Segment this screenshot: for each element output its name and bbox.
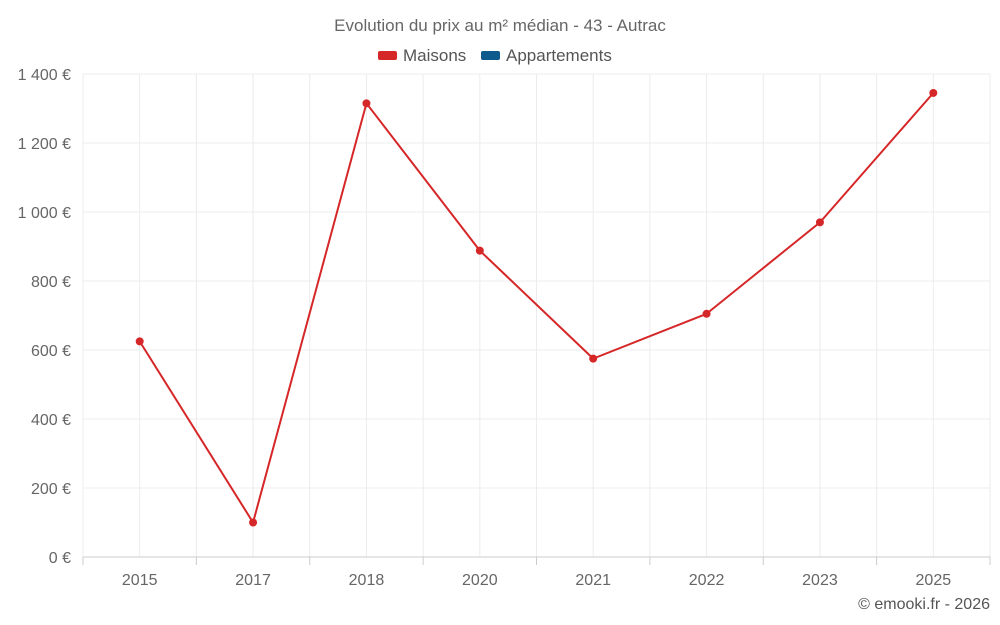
legend-label-maisons: Maisons: [403, 46, 466, 65]
legend: Maisons Appartements: [378, 46, 612, 65]
data-point-maisons[interactable]: [589, 354, 598, 363]
x-tick-label: 2023: [802, 572, 838, 589]
y-tick-label: 1 400 €: [18, 67, 71, 84]
axes: [82, 556, 991, 565]
y-tick-label: 200 €: [31, 481, 71, 498]
x-tick-label: 2022: [689, 572, 725, 589]
data-point-maisons[interactable]: [929, 88, 938, 97]
legend-label-appartements: Appartements: [506, 46, 612, 65]
data-point-maisons[interactable]: [815, 218, 824, 227]
legend-swatch-appartements: [481, 51, 500, 60]
y-tick-label: 600 €: [31, 343, 71, 360]
data-point-maisons[interactable]: [362, 99, 371, 108]
series-line-maisons: [138, 92, 935, 524]
y-tick-label: 1 200 €: [18, 136, 71, 153]
x-tick-label: 2021: [575, 572, 611, 589]
x-tick-label: 2020: [462, 572, 498, 589]
data-point-maisons[interactable]: [135, 337, 144, 346]
x-axis-ticks: 2015 2017 2018 2020 2021 2022 2023 2025: [122, 572, 951, 589]
data-point-maisons[interactable]: [475, 246, 484, 255]
series-maisons: [135, 88, 938, 527]
x-tick-label: 2017: [235, 572, 271, 589]
x-tick-label: 2018: [349, 572, 385, 589]
chart-title: Evolution du prix au m² médian - 43 - Au…: [334, 16, 666, 35]
x-tick-label: 2025: [916, 572, 952, 589]
legend-item-appartements[interactable]: Appartements: [481, 46, 612, 65]
y-tick-label: 1 000 €: [18, 205, 71, 222]
grid: [82, 73, 991, 557]
y-axis-ticks: 0 € 200 € 400 € 600 € 800 € 1 000 € 1 200 € 1 4…: [18, 67, 71, 567]
data-point-maisons[interactable]: [702, 309, 711, 318]
legend-item-maisons[interactable]: Maisons: [378, 46, 466, 65]
y-tick-label: 800 €: [31, 274, 71, 291]
data-point-maisons[interactable]: [249, 518, 258, 527]
y-tick-label: 0 €: [49, 550, 71, 567]
x-tick-label: 2015: [122, 572, 158, 589]
legend-swatch-maisons: [378, 51, 397, 60]
y-tick-label: 400 €: [31, 412, 71, 429]
credit-text: © emooki.fr - 2026: [858, 596, 990, 613]
